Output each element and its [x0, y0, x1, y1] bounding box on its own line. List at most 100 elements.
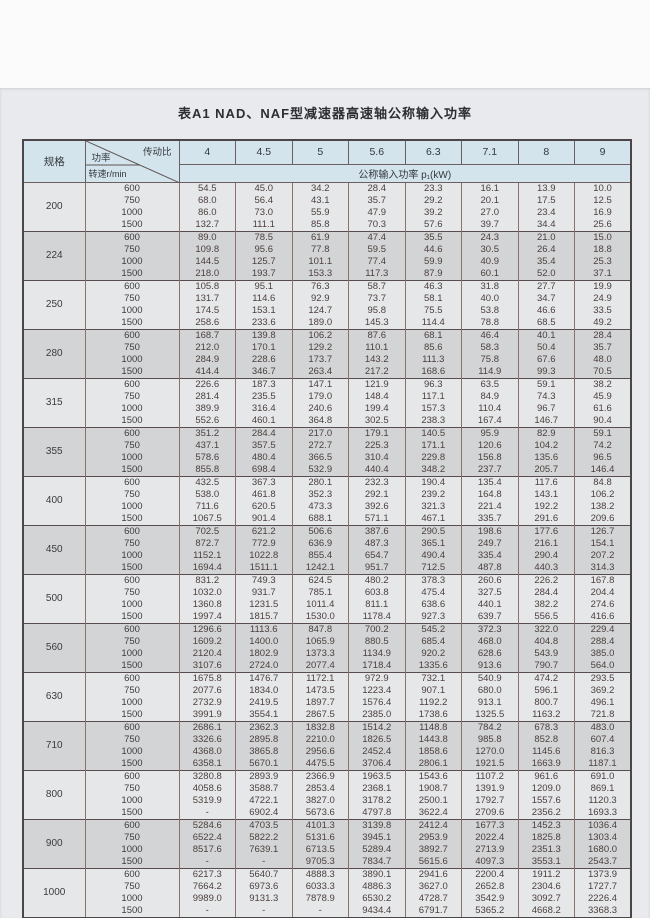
spec-column-header: 规格: [22, 139, 86, 183]
value-cell: 164.8: [461, 488, 519, 501]
value-cell: 291.6: [517, 512, 575, 525]
value-cell: 106.2: [574, 488, 632, 501]
table-row: 750 538.0 461.8 352.3 292.1 239.2 164.8 143.1 10…: [23, 488, 632, 501]
table-row: 750 212.0 170.1 129.2 110.1 85.6 58.3 50.4 35.7: [23, 341, 632, 354]
value-cell: 1145.6: [517, 745, 575, 758]
value-cell: 367.3: [235, 475, 293, 489]
value-cell: 46.3: [404, 279, 462, 293]
value-cell: 2419.5: [235, 696, 293, 709]
value-cell: 38.2: [574, 377, 632, 391]
value-cell: 5822.2: [235, 831, 293, 844]
value-cell: 961.6: [517, 769, 575, 783]
table-row: 1000 5319.9 4722.1 3827.0 3178.2 2500.1 1792.7…: [23, 794, 632, 807]
value-cell: 129.2: [291, 341, 349, 354]
value-cell: 2022.4: [461, 831, 519, 844]
value-cell: 3588.7: [235, 782, 293, 795]
value-cell: 60.1: [461, 267, 519, 280]
value-cell: 190.4: [404, 475, 462, 489]
value-cell: 2412.4: [404, 818, 462, 832]
speed-cell: 1000: [84, 500, 180, 513]
value-cell: 179.0: [291, 390, 349, 403]
value-cell: 1825.8: [517, 831, 575, 844]
table-row: 1000 711.6 620.5 473.3 392.6 321.3 221.4 192.2 1…: [23, 500, 632, 513]
ratio-header: 8: [517, 139, 575, 165]
value-cell: 17.5: [517, 194, 575, 207]
table-row: 1000 284.9 228.6 173.7 143.2 111.3 75.8 67.6 48.…: [23, 353, 632, 366]
value-cell: 153.1: [235, 304, 293, 317]
value-cell: 603.8: [348, 586, 406, 599]
table-row: 1000 600 6217.3 5640.7 4888.3 3890.1 2941.6 220…: [22, 867, 632, 918]
value-cell: 114.9: [461, 365, 519, 378]
value-cell: 4368.0: [178, 745, 236, 758]
value-cell: 92.9: [291, 292, 349, 305]
value-cell: 538.0: [178, 488, 236, 501]
value-cell: 54.5: [178, 181, 236, 195]
value-cell: 7834.7: [348, 855, 406, 868]
value-cell: 35.4: [517, 255, 575, 268]
value-cell: 237.7: [461, 463, 519, 476]
value-cell: 189.0: [291, 316, 349, 329]
value-cell: 274.6: [574, 598, 632, 611]
table-row: 750 437.1 357.5 272.7 225.3 171.1 120.6 104.2 74…: [23, 439, 632, 452]
value-cell: 33.5: [574, 304, 632, 317]
value-cell: 40.9: [461, 255, 519, 268]
value-cell: 272.7: [291, 439, 349, 452]
value-cell: 440.3: [517, 561, 575, 574]
value-cell: 1242.1: [291, 561, 349, 574]
value-cell: 1065.9: [291, 635, 349, 648]
value-cell: 284.9: [178, 353, 236, 366]
speed-cell: 1500: [84, 855, 180, 868]
value-cell: 199.4: [348, 402, 406, 415]
value-cell: 61.9: [291, 230, 349, 244]
speed-cell: 1000: [84, 206, 180, 219]
speed-cell: 1500: [84, 365, 180, 378]
value-cell: 811.1: [348, 598, 406, 611]
value-cell: 40.1: [517, 328, 575, 342]
value-cell: 40.0: [461, 292, 519, 305]
value-cell: 7639.1: [235, 843, 293, 856]
value-cell: 366.5: [291, 451, 349, 464]
table-row: 900 600 5284.6 4703.5 4101.3 3139.8 2412.4 1677…: [22, 818, 632, 868]
value-cell: 2120.4: [178, 647, 236, 660]
value-cell: 217.0: [291, 426, 349, 440]
value-cell: 1908.7: [404, 782, 462, 795]
value-cell: 1997.4: [178, 610, 236, 623]
value-cell: 16.9: [574, 206, 632, 219]
value-cell: 281.4: [178, 390, 236, 403]
speed-cell: 600: [84, 426, 180, 440]
value-cell: 174.5: [178, 304, 236, 317]
value-cell: 4703.5: [235, 818, 293, 832]
value-cell: 209.6: [574, 512, 632, 525]
value-cell: 483.0: [574, 720, 632, 734]
value-cell: 6522.4: [178, 831, 236, 844]
value-cell: 702.5: [178, 524, 236, 538]
value-cell: 6791.7: [404, 904, 462, 918]
value-cell: 1172.1: [291, 671, 349, 685]
value-cell: 52.0: [517, 267, 575, 280]
value-cell: 131.7: [178, 292, 236, 305]
value-cell: 2356.2: [517, 806, 575, 819]
value-cell: 628.6: [461, 647, 519, 660]
value-cell: 688.1: [291, 512, 349, 525]
value-cell: 564.0: [574, 659, 632, 672]
value-cell: 440.4: [348, 463, 406, 476]
table-row: 315 600 226.6 187.3 147.1 121.9 96.3 63.5 59.1 38…: [22, 377, 632, 427]
value-cell: 790.7: [517, 659, 575, 672]
table-row: 750 4058.6 3588.7 2853.4 2368.1 1908.7 1391.9 1…: [23, 782, 632, 795]
value-cell: 135.4: [461, 475, 519, 489]
value-cell: 1609.2: [178, 635, 236, 648]
value-cell: 59.1: [517, 377, 575, 391]
value-cell: 461.8: [235, 488, 293, 501]
value-cell: 260.6: [461, 573, 519, 587]
value-cell: 1107.2: [461, 769, 519, 783]
speed-cell: 1500: [84, 463, 180, 476]
value-cell: 1067.5: [178, 512, 236, 525]
value-cell: 110.4: [461, 402, 519, 415]
value-cell: 2732.9: [178, 696, 236, 709]
value-cell: 5670.1: [235, 757, 293, 770]
value-cell: 82.9: [517, 426, 575, 440]
table-row: 1000 2732.9 2419.5 1897.7 1576.4 1192.2 913.1 8…: [23, 696, 632, 709]
value-cell: 284.4: [235, 426, 293, 440]
value-cell: 1576.4: [348, 696, 406, 709]
